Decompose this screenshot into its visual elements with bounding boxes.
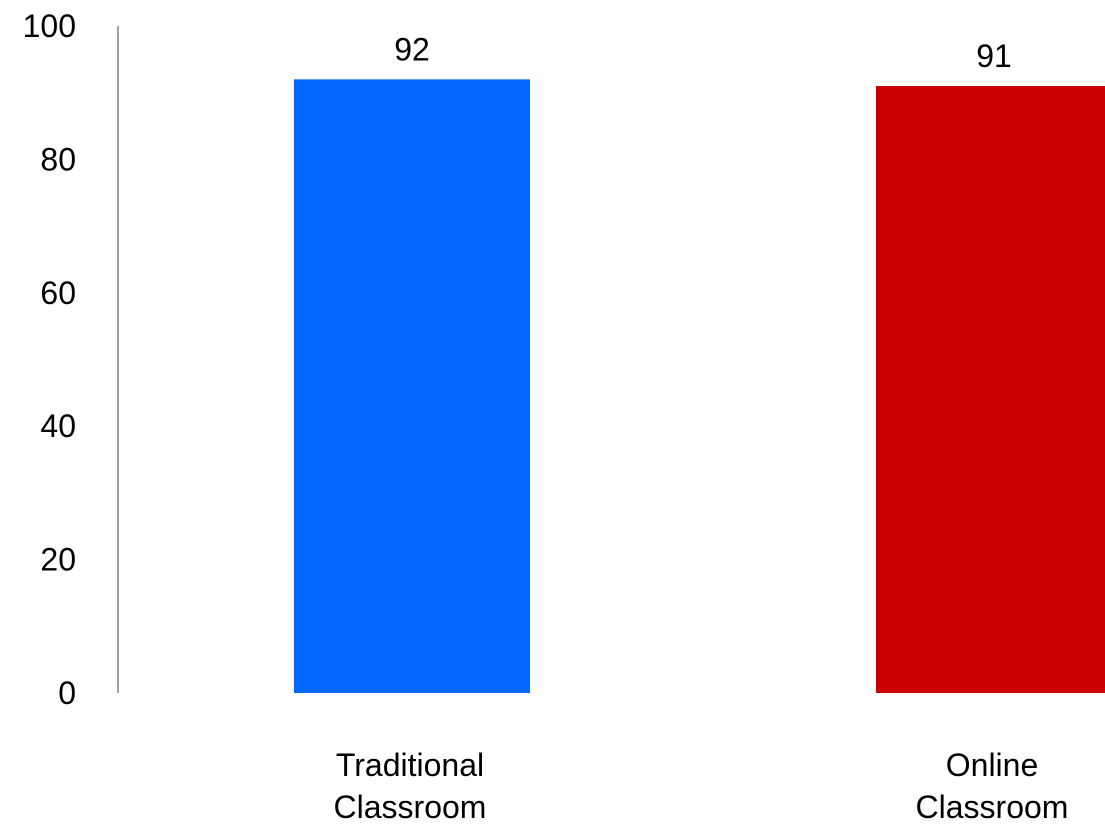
y-tick-label: 100 <box>23 8 76 44</box>
bar <box>876 86 1105 693</box>
category-label-line: Online <box>946 747 1039 783</box>
category-label: Online Classroom <box>916 747 1069 825</box>
category-labels: Traditional Classroom Online Classroom <box>334 747 1069 825</box>
category-label: Traditional Classroom <box>334 747 487 825</box>
data-label: 92 <box>394 31 430 67</box>
data-labels: 92 91 <box>394 31 1012 74</box>
bars <box>294 79 1105 694</box>
y-tick-label: 40 <box>40 408 76 444</box>
y-tick-label: 60 <box>40 275 76 311</box>
category-label-line: Classroom <box>916 789 1069 825</box>
category-label-line: Traditional <box>336 747 484 783</box>
y-tick-label: 80 <box>40 141 76 177</box>
bar <box>294 79 530 694</box>
y-tick-label: 20 <box>40 542 76 578</box>
y-axis-ticks: 0 20 40 60 80 100 <box>23 8 76 711</box>
data-label: 91 <box>976 38 1012 74</box>
category-label-line: Classroom <box>334 789 487 825</box>
y-tick-label: 0 <box>58 675 76 711</box>
